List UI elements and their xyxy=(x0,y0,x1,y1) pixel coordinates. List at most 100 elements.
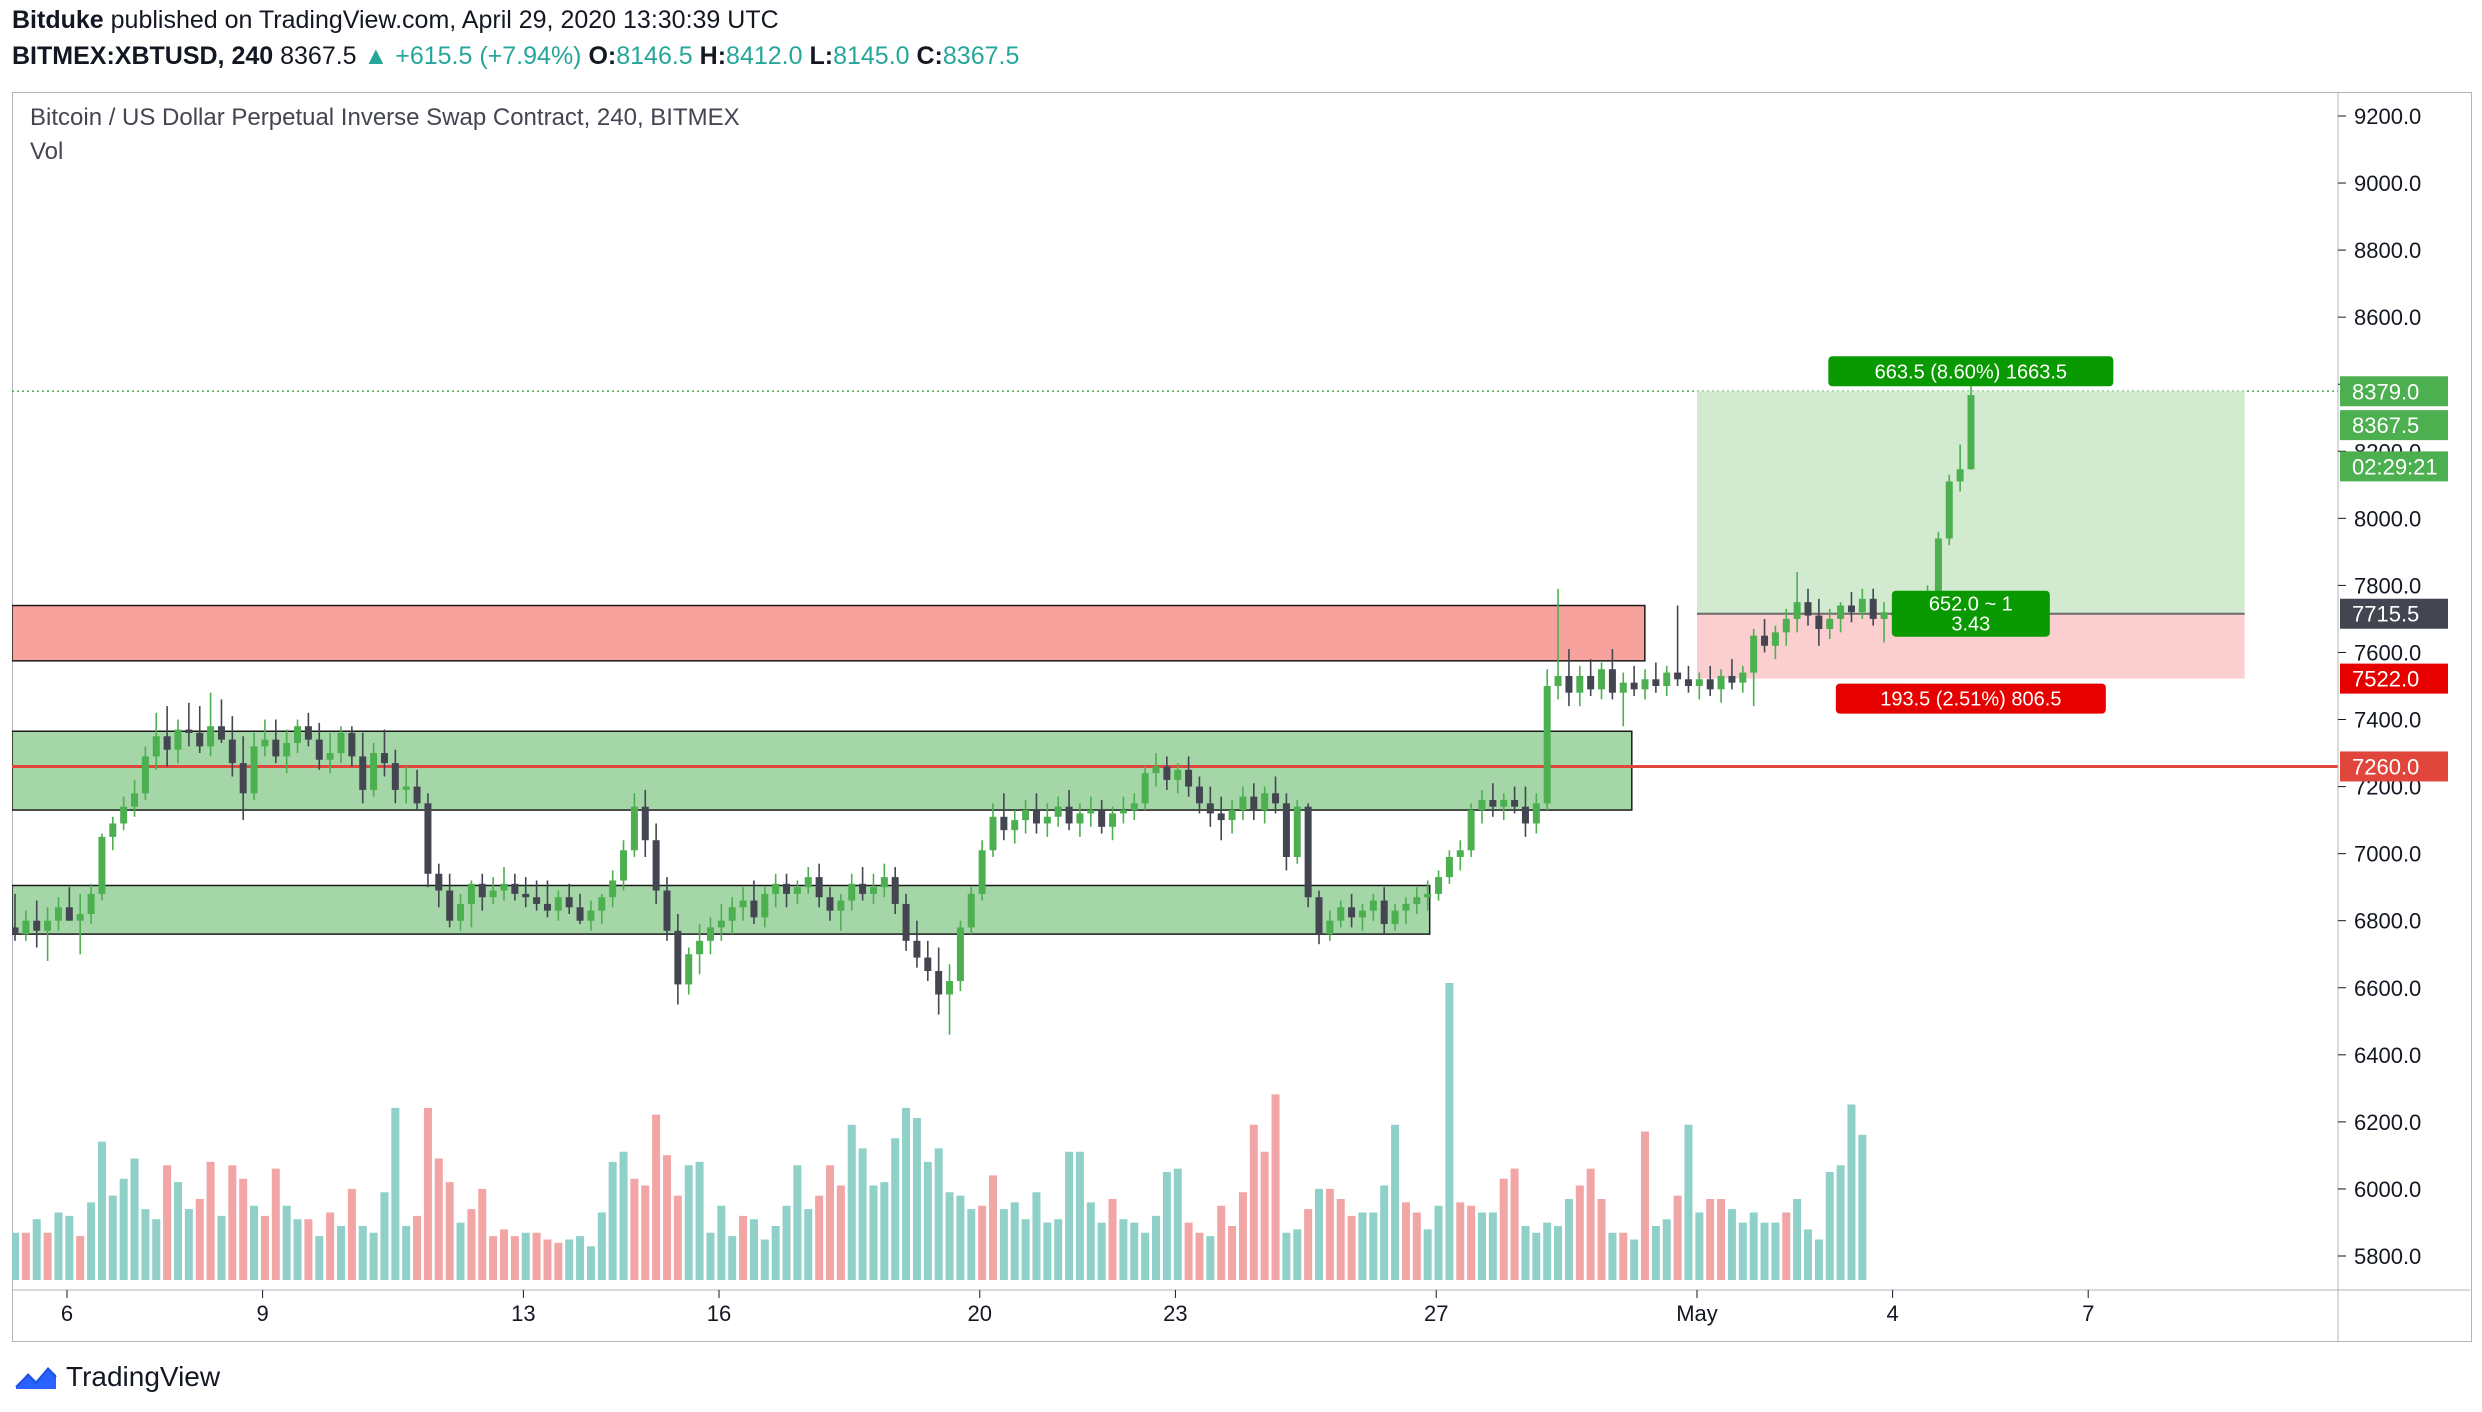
price-tick-label: 6800.0 xyxy=(2354,909,2421,934)
author-name[interactable]: Bitduke xyxy=(12,6,104,34)
candle xyxy=(924,940,932,982)
candle-body xyxy=(489,890,497,898)
candle xyxy=(1652,662,1660,693)
candle-body xyxy=(1195,786,1203,804)
tradingview-logo[interactable]: TradingView xyxy=(14,1355,220,1399)
candle xyxy=(1847,592,1855,623)
volume-bar xyxy=(184,1209,193,1280)
volume-bar xyxy=(717,1205,726,1280)
candle xyxy=(1489,783,1497,817)
volume-bar xyxy=(260,1215,269,1280)
price-axis-label: 7522.0 xyxy=(2340,663,2448,694)
candle xyxy=(1663,665,1671,697)
candle-body xyxy=(565,897,573,908)
volume-bar xyxy=(1543,1222,1552,1280)
volume-bar xyxy=(1662,1219,1671,1280)
candle xyxy=(304,712,312,747)
candle xyxy=(1087,796,1095,827)
volume-bar xyxy=(478,1188,487,1280)
volume-bar xyxy=(1727,1209,1736,1280)
candle-body xyxy=(1815,615,1823,629)
volume-bar xyxy=(369,1232,378,1280)
time-tick-label: 27 xyxy=(1424,1301,1448,1326)
time-tick-label: 6 xyxy=(61,1301,73,1326)
candle-body xyxy=(1250,796,1258,811)
price-axis-label-text: 7715.5 xyxy=(2352,602,2419,627)
candle xyxy=(1750,628,1758,707)
candle-body xyxy=(1880,612,1888,619)
candle xyxy=(435,863,443,908)
symbol-label: BITMEX:XBTUSD, 240 xyxy=(12,42,274,70)
candle-body xyxy=(1380,900,1388,925)
volume-bar xyxy=(87,1202,96,1280)
volume-bar xyxy=(1695,1212,1704,1280)
volume-indicator-label[interactable]: Vol xyxy=(30,138,64,165)
candle xyxy=(272,719,280,764)
candle-body xyxy=(120,806,128,824)
volume-bar xyxy=(652,1114,661,1280)
candle-body xyxy=(283,742,291,757)
candle xyxy=(1717,669,1725,703)
volume-bar xyxy=(641,1185,650,1280)
candle-body xyxy=(1261,793,1269,811)
risk-reward-label-bg xyxy=(1891,590,2050,637)
volume-bar xyxy=(1684,1124,1693,1280)
volume-bar xyxy=(956,1195,965,1280)
price-tick-label: 7600.0 xyxy=(2354,640,2421,665)
price-axis-label-bg xyxy=(2340,751,2448,782)
candle xyxy=(1315,890,1323,945)
candle-body xyxy=(435,873,443,891)
candle-body xyxy=(1706,679,1714,690)
candle xyxy=(1837,602,1845,633)
candle xyxy=(1206,786,1214,827)
candle xyxy=(533,880,541,911)
volume-bar xyxy=(1086,1202,1095,1280)
candle xyxy=(620,840,628,891)
volume-bar xyxy=(1434,1205,1443,1280)
volume-bar xyxy=(1282,1232,1291,1280)
candle xyxy=(1565,649,1573,707)
candle xyxy=(598,893,606,925)
volume-bar xyxy=(1065,1151,1074,1280)
candle-body xyxy=(543,903,551,911)
candle xyxy=(761,887,769,928)
candle xyxy=(826,887,834,921)
volume-bar xyxy=(510,1236,519,1280)
candle-body xyxy=(1152,766,1160,774)
candle xyxy=(1282,793,1290,871)
volume-bar xyxy=(1717,1199,1726,1280)
candle-body xyxy=(12,927,19,935)
price-axis-label: 7715.5 xyxy=(2340,598,2448,629)
candle-body xyxy=(1587,675,1595,690)
candle-body xyxy=(1511,799,1519,807)
candle xyxy=(1250,783,1258,821)
candle-body xyxy=(131,793,139,807)
candle-body xyxy=(1869,598,1877,619)
candle xyxy=(978,840,986,901)
volume-bar xyxy=(1760,1222,1769,1280)
candle xyxy=(1022,799,1030,834)
candle xyxy=(1619,672,1627,727)
volume-bar xyxy=(673,1195,682,1280)
candle-body xyxy=(859,883,867,894)
candle xyxy=(902,893,910,951)
volume-bar xyxy=(1619,1232,1628,1280)
candle-body xyxy=(1043,816,1051,824)
candle-body xyxy=(848,883,856,901)
candle xyxy=(652,823,660,904)
candle-body xyxy=(1304,806,1312,898)
candle-body xyxy=(1598,669,1606,690)
candle-body xyxy=(1130,803,1138,811)
candle xyxy=(1141,766,1149,811)
candle-body xyxy=(467,883,475,904)
volume-bar xyxy=(619,1151,628,1280)
volume-bar xyxy=(1858,1134,1867,1280)
candle xyxy=(1413,887,1421,914)
candle-body xyxy=(674,930,682,985)
time-tick-label: 4 xyxy=(1886,1301,1898,1326)
price-axis-label-text: 8367.5 xyxy=(2352,413,2419,438)
candle-body xyxy=(1684,679,1692,686)
candle xyxy=(859,867,867,901)
candle xyxy=(1880,602,1888,643)
